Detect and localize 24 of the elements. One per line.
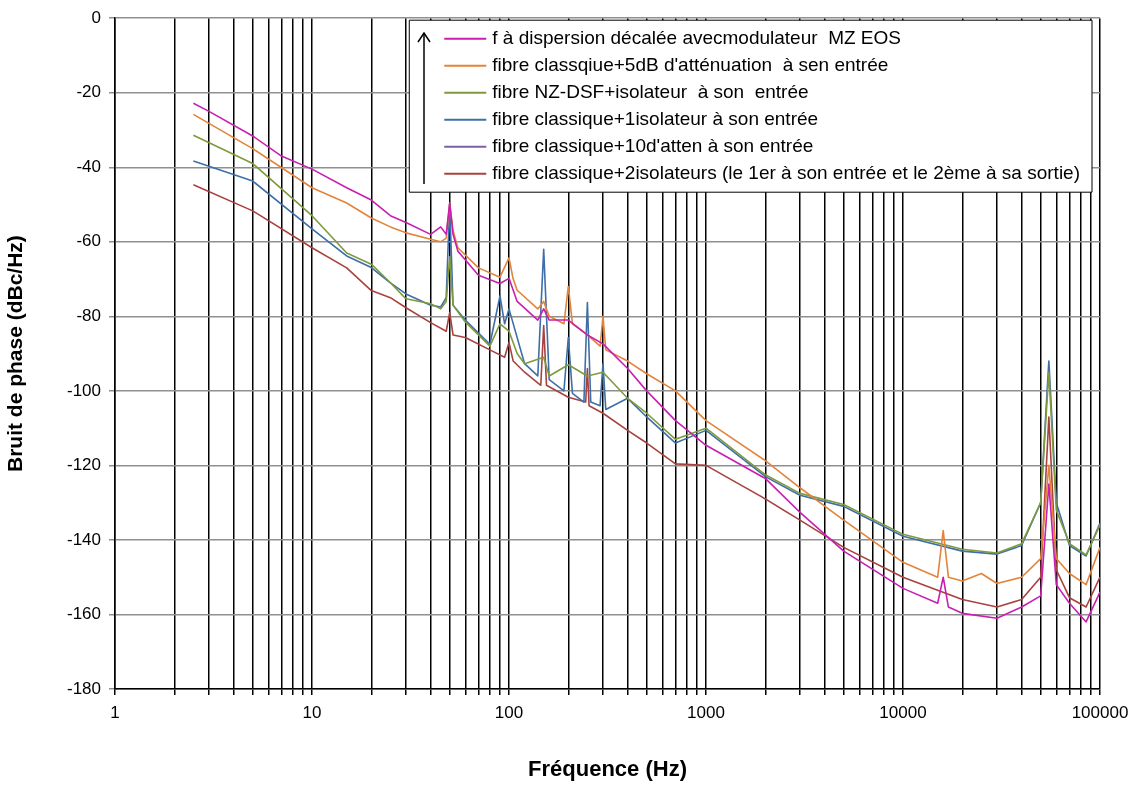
legend-label: f à dispersion décalée avecmodulateur MZ EOS [492,26,901,48]
x-tick-label: 100000 [1071,702,1129,722]
x-tick-label: 10 [302,702,322,722]
legend-label: fibre classique+10d'atten à son entrée [492,134,814,156]
y-tick-label: -40 [76,156,101,176]
y-tick-label: -140 [66,529,101,549]
x-tick-label: 100 [494,702,524,722]
y-tick-label: -160 [66,604,101,624]
x-axis-title: Fréquence (Hz) [528,755,687,781]
x-tick-label: 1000 [687,702,725,722]
y-tick-label: -80 [76,306,101,326]
legend-label: fibre classique+2isolateurs (le 1er à son entrée et le 2ème à sa sortie) [492,161,1081,183]
y-tick-label: -120 [66,455,101,475]
legend-label: fibre NZ-DSF+isolateur à son entrée [492,80,809,102]
legend-label: fibre classique+1isolateur à son entrée [492,107,819,129]
x-tick-label: 1 [110,702,120,722]
y-tick-label: -60 [76,231,101,251]
y-tick-label: 0 [91,7,101,27]
y-tick-label: -100 [66,380,101,400]
y-tick-label: -180 [66,678,101,698]
x-tick-label: 10000 [879,702,927,722]
legend-label: fibre classqiue+5dB d'atténuation à sen entrée [492,53,889,75]
y-axis-title: Bruit de phase (dBc/Hz) [3,235,27,473]
y-tick-label: -20 [76,82,101,102]
